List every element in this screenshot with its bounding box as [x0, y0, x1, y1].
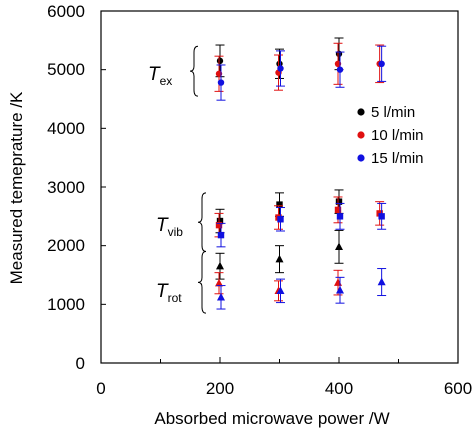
tex-label: Tex: [148, 64, 172, 88]
tvib-point: [334, 206, 342, 214]
trot-point: [217, 292, 225, 301]
y-tick-label: 0: [76, 354, 85, 373]
tex-point: [216, 57, 224, 65]
plot-area-frame: [100, 10, 459, 364]
legend-label-10lmin: 10 l/min: [371, 127, 424, 144]
data-marks: [214, 37, 387, 310]
legend-label-15lmin: 15 l/min: [371, 150, 424, 167]
tvib-point: [216, 217, 224, 225]
legend-marker-15lmin: [357, 154, 365, 162]
y-tick-label: 6000: [47, 2, 85, 21]
legend-marker-10lmin: [357, 131, 365, 139]
trot-point: [334, 278, 342, 286]
y-tick-labels: 0 1000 2000 3000 4000 5000 6000: [47, 2, 85, 373]
tvib-point: [277, 216, 284, 223]
x-tick-label: 200: [206, 379, 234, 398]
y-tick-label: 4000: [47, 119, 85, 138]
trot-point: [377, 277, 386, 286]
tvib-point: [336, 213, 344, 220]
trot-point: [275, 254, 284, 263]
tvib-brace: [197, 192, 207, 253]
y-tick-label: 3000: [47, 178, 85, 197]
y-tick-label: 2000: [47, 236, 85, 255]
tex-point: [378, 60, 385, 67]
y-tick-label: 5000: [47, 60, 85, 79]
trot-point: [335, 242, 343, 251]
trot-point: [215, 278, 223, 287]
x-tick-label: 0: [96, 379, 105, 398]
trot-point: [216, 261, 224, 270]
tvib-point: [215, 221, 223, 229]
y-axis-title: Measured temeprature /K: [7, 91, 26, 284]
trot-point: [336, 285, 344, 294]
group-label-tex: Tex: [148, 64, 172, 88]
legend-marker-5lmin: [357, 108, 365, 116]
trot-brace: [197, 251, 207, 314]
x-tick-label: 600: [444, 379, 472, 398]
legend: 5 l/min 10 l/min 15 l/min: [357, 104, 424, 167]
legend-label-5lmin: 5 l/min: [371, 104, 415, 121]
tvib-point: [276, 201, 283, 208]
tvib-point: [217, 231, 225, 239]
trot-point: [276, 286, 285, 295]
tex-point: [217, 79, 225, 86]
group-brackets: [189, 45, 207, 314]
group-label-trot: Trot: [156, 281, 182, 305]
tvib-label: Tvib: [156, 215, 183, 239]
x-axis-title: Absorbed microwave power /W: [154, 409, 389, 428]
tex-brace: [189, 45, 199, 97]
x-tick-labels: 0 200 400 600: [96, 379, 472, 398]
tvib-point: [335, 198, 343, 205]
group-label-tvib: Tvib: [156, 215, 183, 239]
tex-point: [336, 66, 344, 73]
tex-point: [277, 65, 284, 72]
trot-label: Trot: [156, 281, 182, 305]
x-tick-label: 400: [325, 379, 353, 398]
y-tick-label: 1000: [47, 295, 85, 314]
tvib-point: [378, 213, 385, 220]
